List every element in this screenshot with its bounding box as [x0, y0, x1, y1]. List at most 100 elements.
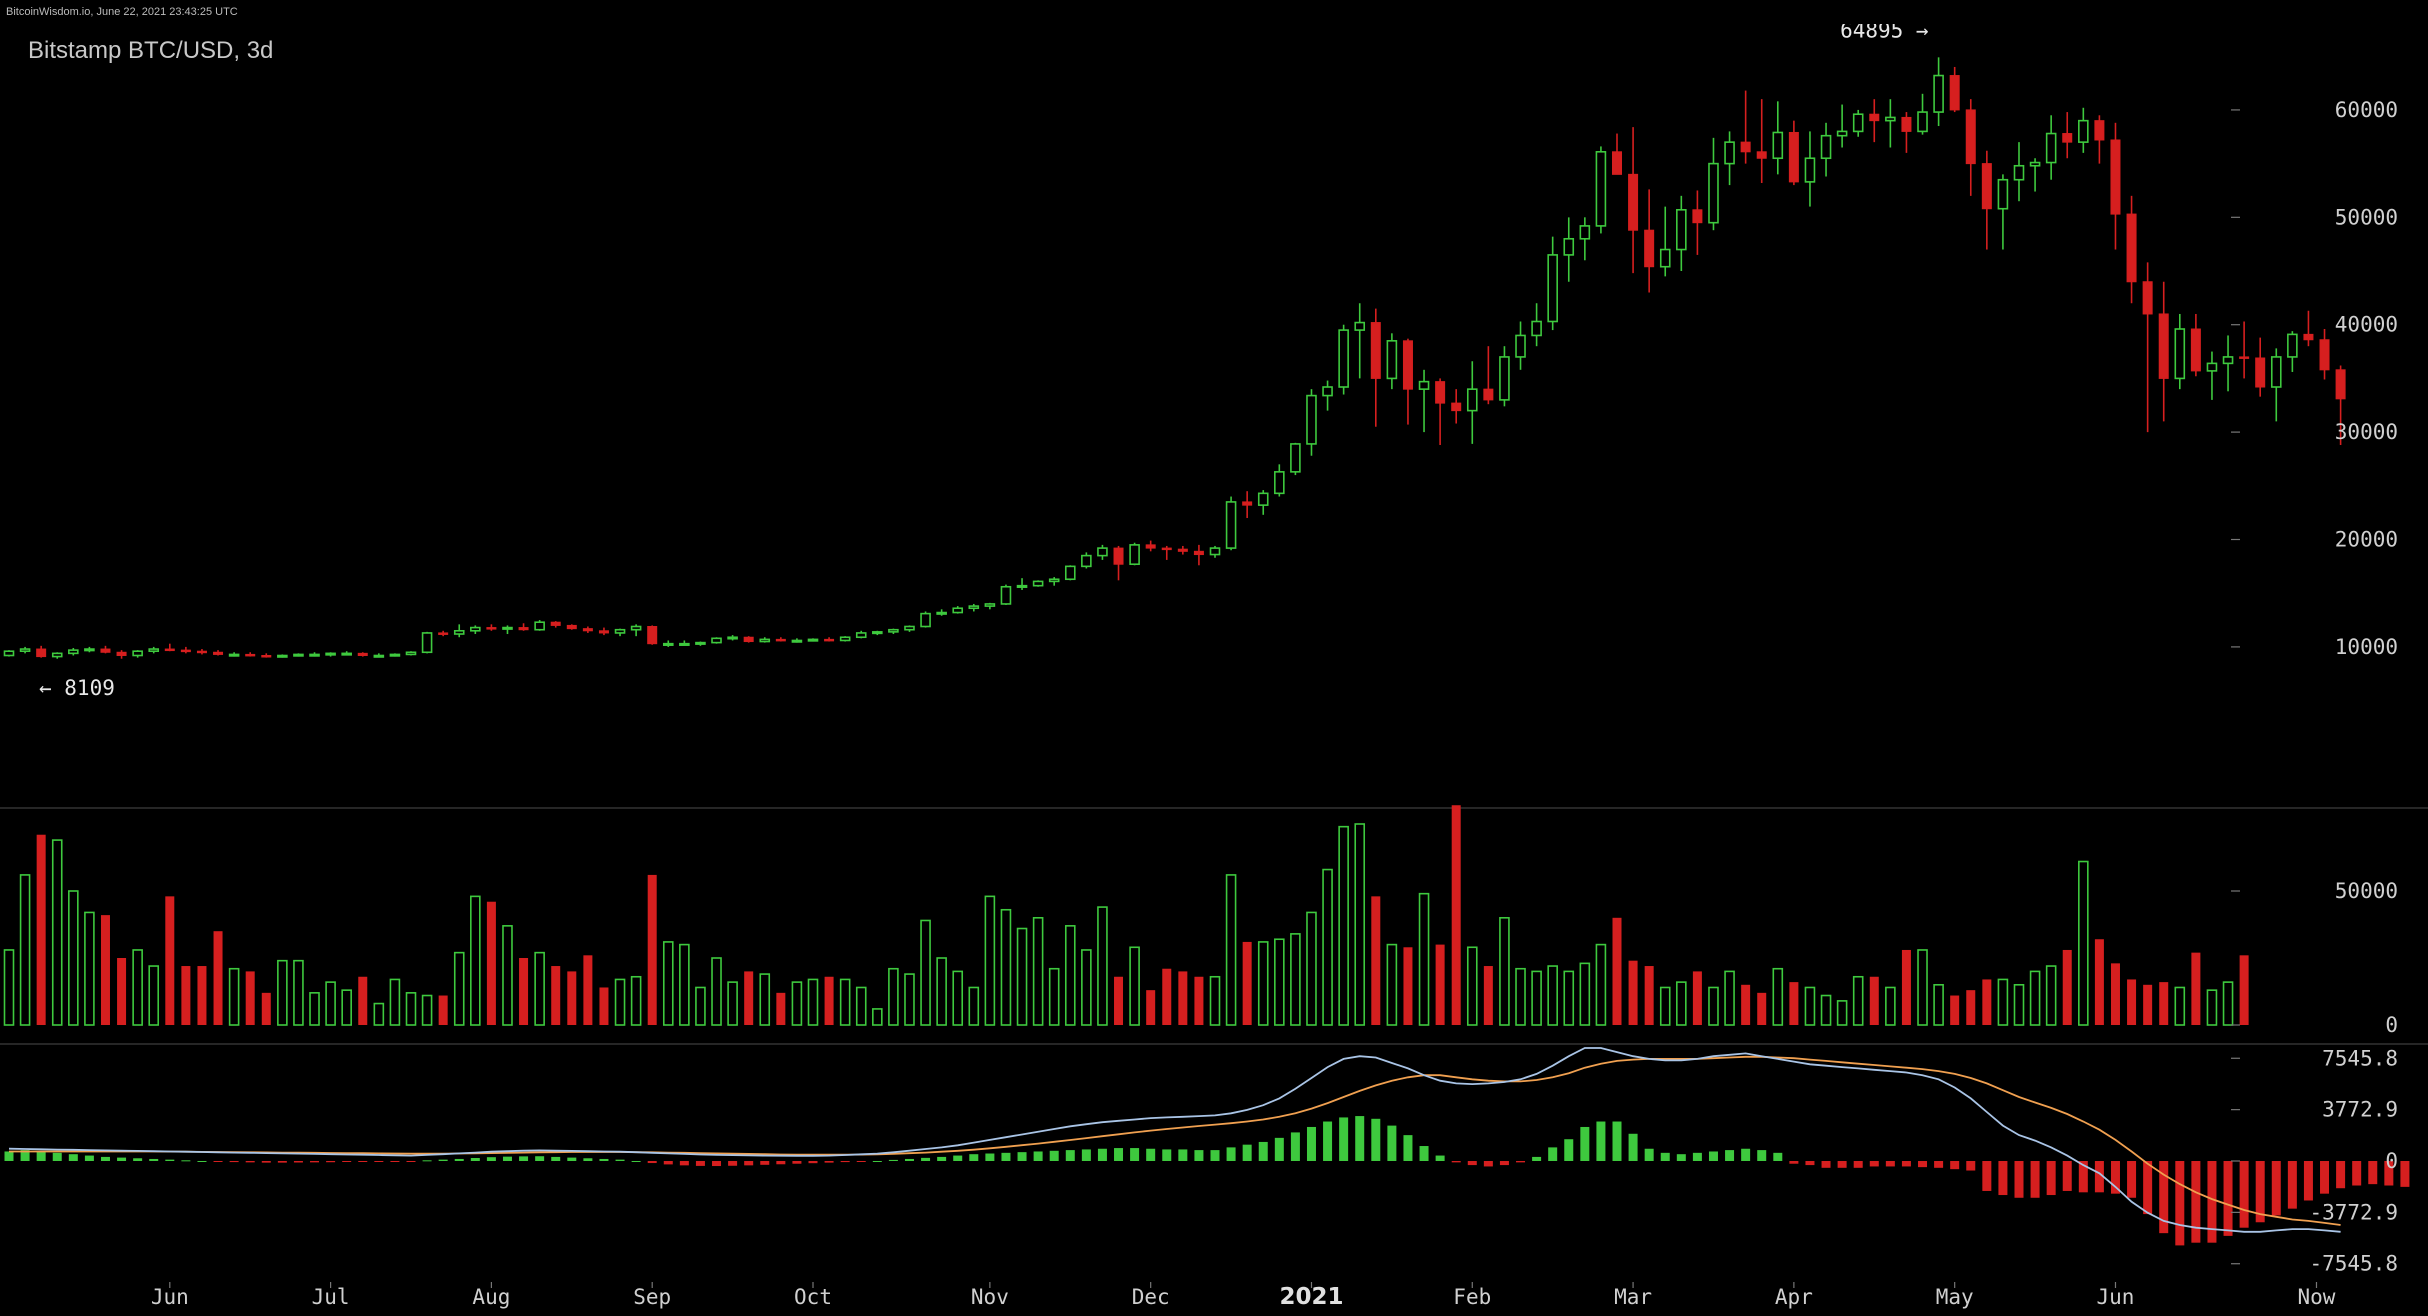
volume-bar	[1789, 982, 1799, 1025]
candle	[84, 646, 95, 653]
macd-histogram-bar	[374, 1161, 384, 1162]
candle	[100, 645, 111, 654]
candle	[1322, 380, 1333, 411]
macd-histogram-bar	[937, 1156, 947, 1161]
candle	[904, 625, 915, 632]
candle	[1193, 544, 1204, 566]
candle	[1836, 104, 1848, 148]
volume-bar	[759, 973, 771, 1026]
site-timestamp-bar: BitcoinWisdom.io, June 22, 2021 23:43:25…	[0, 0, 2428, 24]
volume-bar	[599, 987, 609, 1025]
candle	[245, 652, 256, 657]
candle	[1756, 99, 1767, 183]
macd-histogram-bar	[2239, 1161, 2249, 1228]
candle	[1949, 66, 1960, 113]
candle	[807, 638, 819, 642]
macd-histogram-bar	[277, 1161, 287, 1163]
macd-histogram-bar	[20, 1150, 30, 1161]
macd-histogram-bar	[1242, 1144, 1252, 1161]
macd-axis-tick-label: -7545.8	[2309, 1252, 2398, 1276]
volume-bar	[807, 978, 819, 1026]
candle	[2013, 142, 2025, 202]
macd-histogram-bar	[326, 1161, 336, 1163]
candle	[1257, 490, 1269, 515]
macd-histogram-bar	[2159, 1161, 2169, 1234]
macd-histogram-bar	[1081, 1149, 1091, 1161]
candle	[662, 640, 674, 647]
macd-histogram-bar	[1258, 1141, 1268, 1161]
volume-bar	[405, 992, 417, 1026]
candle	[438, 630, 449, 637]
volume-bar	[1097, 906, 1108, 1026]
candle	[1515, 321, 1526, 370]
macd-histogram-bar	[406, 1161, 416, 1162]
macd-histogram-bar	[728, 1161, 738, 1166]
volume-bar	[630, 975, 642, 1026]
volume-bar	[1595, 943, 1607, 1026]
volume-bar	[2143, 984, 2153, 1025]
volume-bar	[1901, 949, 1911, 1025]
candle	[855, 630, 867, 639]
volume-bar	[1081, 949, 1092, 1026]
macd-histogram-bar	[100, 1156, 110, 1161]
macd-histogram-bar	[1162, 1149, 1172, 1161]
macd-histogram-bar	[1387, 1125, 1397, 1161]
candle	[1772, 101, 1784, 175]
macd-histogram-bar	[1097, 1148, 1107, 1161]
x-axis-label: 2021	[1279, 1284, 1343, 1310]
volume-bar	[421, 994, 433, 1026]
volume-bar	[872, 1008, 883, 1026]
candle	[470, 625, 481, 635]
volume-bar	[583, 955, 593, 1025]
volume-bar	[389, 978, 401, 1026]
macd-histogram-bar	[2078, 1161, 2088, 1193]
macd-histogram-bar	[1934, 1161, 1944, 1168]
volume-bar	[1885, 986, 1896, 1026]
volume-bar	[1933, 983, 1944, 1026]
macd-histogram-bar	[422, 1160, 432, 1162]
candle	[148, 646, 160, 654]
macd-histogram-bar	[1435, 1155, 1445, 1161]
volume-bar	[3, 949, 15, 1026]
volume-bar	[727, 981, 738, 1026]
volume-bar	[1386, 943, 1398, 1026]
x-axis-label: Feb	[1453, 1285, 1491, 1309]
volume-bar	[1917, 949, 1928, 1026]
candle	[1901, 112, 1912, 153]
volume-bar	[1644, 966, 1654, 1025]
macd-histogram-bar	[824, 1161, 834, 1163]
volume-axis-tick-label: 50000	[2335, 879, 2398, 903]
candle	[1628, 127, 1639, 274]
candle	[952, 606, 964, 614]
candle	[1917, 93, 1928, 135]
macd-histogram-bar	[1580, 1126, 1590, 1161]
volume-bar	[968, 986, 980, 1026]
macd-histogram-bar	[2030, 1161, 2040, 1198]
candle	[453, 624, 465, 638]
volume-bar	[855, 986, 867, 1026]
macd-histogram-bar	[856, 1161, 866, 1162]
macd-histogram-bar	[149, 1158, 159, 1161]
candle	[1418, 369, 1430, 433]
volume-bar	[293, 959, 304, 1026]
candle	[1145, 540, 1156, 552]
x-axis-label: May	[1936, 1285, 1974, 1309]
candle	[1869, 99, 1880, 143]
volume-bar	[1306, 911, 1317, 1026]
candle	[1064, 565, 1076, 581]
btc-chart[interactable]: 10000 20000 30000 40000 50000 60000 0 50000 7545…	[0, 24, 2428, 1316]
volume-bar	[84, 911, 95, 1026]
x-axis-label: Jun	[151, 1285, 189, 1309]
candle	[2142, 262, 2153, 433]
volume-bar	[1515, 967, 1526, 1026]
volume-bar	[984, 895, 996, 1026]
macd-histogram-bar	[2223, 1161, 2233, 1236]
candle	[824, 637, 835, 642]
volume-bar	[2174, 986, 2186, 1026]
candle	[2110, 122, 2121, 250]
candle	[196, 649, 207, 655]
volume-bar	[2191, 952, 2201, 1025]
volume-bar	[1225, 874, 1237, 1026]
macd-axis-tick-label: 7545.8	[2322, 1046, 2398, 1070]
macd-histogram-bar	[1371, 1118, 1381, 1161]
